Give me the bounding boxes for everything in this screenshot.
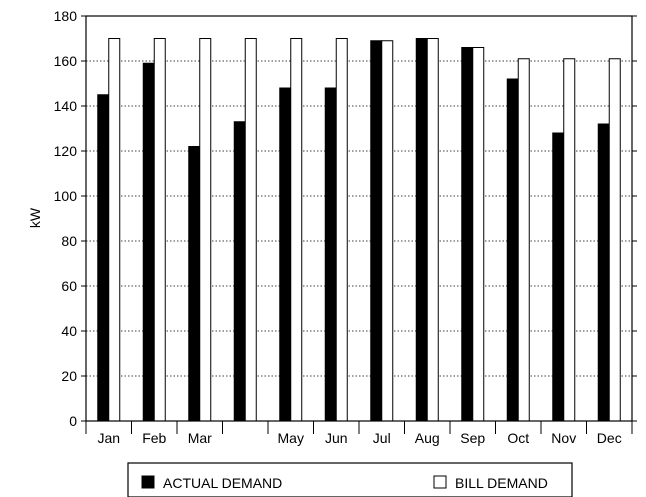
bar-actual-demand-jan — [97, 94, 110, 422]
legend-swatch-bill-demand — [433, 475, 447, 489]
bar-actual-demand-feb — [142, 62, 155, 422]
bar-actual-demand-jul — [370, 40, 383, 422]
legend: ACTUAL DEMAND BILL DEMAND — [127, 462, 573, 497]
bar-actual-demand-sep — [461, 47, 474, 422]
x-tick-labels: Jan Feb Mar May Jun Jul Aug Sep Oct Nov Dec — [97, 430, 621, 446]
legend-swatch-actual-demand — [141, 475, 155, 489]
bar-actual-demand-may — [279, 87, 292, 422]
bar-actual-demand-dec — [597, 123, 610, 422]
x-tick-label-jul: Jul — [373, 430, 391, 446]
y-tick-labels: 0 20 40 60 80 100 120 140 160 180 — [54, 8, 78, 429]
bar-bill-demand-dec — [608, 58, 621, 422]
tick-marks — [81, 15, 637, 434]
y-tick-label-180: 180 — [54, 8, 78, 24]
y-axis-title: kW — [27, 207, 43, 228]
bar-actual-demand-aug — [415, 38, 428, 422]
legend-frame — [127, 462, 573, 497]
y-tick-label-160: 160 — [54, 53, 78, 69]
bar-bill-demand-jul — [381, 40, 394, 422]
x-tick-label-feb: Feb — [142, 430, 166, 446]
y-tick-label-20: 20 — [61, 368, 77, 384]
x-tick-label-may: May — [278, 430, 304, 446]
bar-bill-demand-mar — [199, 38, 212, 422]
bar-bill-demand-jun — [335, 38, 348, 422]
legend-label-actual-demand: ACTUAL DEMAND — [163, 475, 282, 491]
bar-bill-demand-aug — [426, 38, 439, 422]
y-tick-label-100: 100 — [54, 188, 78, 204]
y-tick-label-80: 80 — [61, 233, 77, 249]
x-tick-label-nov: Nov — [551, 430, 576, 446]
plot-frame — [85, 15, 633, 422]
bar-actual-demand-blank-3 — [233, 121, 246, 422]
y-tick-label-60: 60 — [61, 278, 77, 294]
legend-label-bill-demand: BILL DEMAND — [455, 475, 548, 491]
grid-lines — [86, 60, 632, 377]
bar-bill-demand-feb — [153, 38, 166, 422]
y-tick-label-120: 120 — [54, 143, 78, 159]
x-tick-label-jun: Jun — [325, 430, 348, 446]
bar-bill-demand-oct — [517, 58, 530, 422]
bars-group — [97, 38, 621, 422]
bar-bill-demand-jan — [108, 38, 121, 422]
y-tick-label-40: 40 — [61, 323, 77, 339]
x-tick-label-jan: Jan — [97, 430, 120, 446]
bar-bill-demand-sep — [472, 47, 485, 422]
x-tick-label-sep: Sep — [460, 430, 485, 446]
bar-actual-demand-oct — [506, 78, 519, 422]
x-tick-label-mar: Mar — [188, 430, 212, 446]
x-tick-label-dec: Dec — [597, 430, 622, 446]
bar-bill-demand-may — [290, 38, 303, 422]
x-tick-label-oct: Oct — [507, 430, 529, 446]
bar-actual-demand-jun — [324, 87, 337, 422]
bar-actual-demand-mar — [188, 146, 201, 422]
bar-actual-demand-nov — [552, 132, 565, 422]
bar-bill-demand-nov — [563, 58, 576, 422]
y-tick-label-0: 0 — [69, 413, 77, 429]
bar-bill-demand-blank-3 — [244, 38, 257, 422]
x-tick-label-aug: Aug — [415, 430, 440, 446]
y-tick-label-140: 140 — [54, 98, 78, 114]
